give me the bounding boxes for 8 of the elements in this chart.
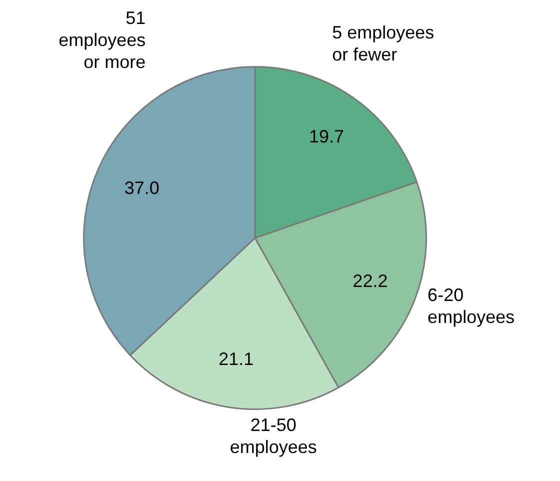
data-label: 19.7 [309,126,344,147]
data-label: 37.0 [124,178,160,198]
slice-label: 5 employees or fewer [332,22,434,65]
slice-label: 51 employees or more [58,8,146,72]
data-label: 21.1 [218,348,254,369]
slice-label: 21-50 employees [230,414,317,457]
slice-label: 6-20 employees [428,284,515,327]
data-label: 22.2 [352,270,388,291]
